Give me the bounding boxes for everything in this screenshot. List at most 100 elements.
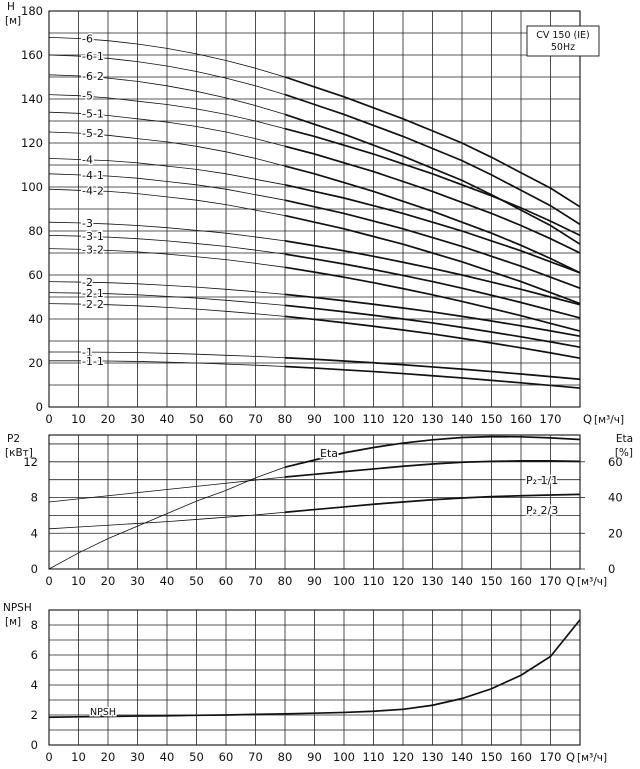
curve-label: -1 — [82, 346, 93, 359]
y-tick-label: 40 — [28, 312, 43, 326]
x-tick-label: 60 — [219, 574, 234, 588]
x-tick-label: 70 — [248, 412, 263, 426]
head-curve-5-2 — [284, 165, 581, 274]
x-tick-label: 170 — [540, 750, 562, 764]
y-right-tick-label: 20 — [608, 526, 623, 540]
x-axis-unit: [м³/ч] — [594, 414, 624, 426]
x-tick-label: 170 — [540, 412, 562, 426]
y-tick-label: 60 — [28, 268, 43, 282]
x-axis-label: Q — [583, 412, 592, 426]
head-curve-5-1 — [284, 145, 581, 254]
x-tick-label: 0 — [45, 412, 52, 426]
y-tick-label: 2 — [31, 708, 38, 722]
y-tick-label: 160 — [21, 48, 43, 62]
y-tick-label: 80 — [28, 224, 43, 238]
x-tick-label: 140 — [451, 412, 473, 426]
head-curve-3-1 — [284, 253, 581, 319]
curve-label: -3-1 — [82, 230, 104, 243]
head-curve-6-1 — [284, 93, 581, 226]
x-tick-label: 50 — [189, 412, 204, 426]
head-panel: CV 150 (IE)50HzH[м]020406080100120140160… — [5, 1, 624, 426]
y-left-axis-label: P2 — [7, 433, 20, 445]
head-curve-5-2-thin — [48, 131, 286, 167]
curve-label: -4-2 — [82, 184, 104, 197]
curve-label: -4-1 — [82, 169, 104, 182]
curve-label: -6-2 — [82, 70, 104, 83]
x-tick-label: 160 — [510, 750, 532, 764]
curve-label: P₂ 1/1 — [526, 474, 558, 487]
x-tick-label: 100 — [333, 750, 355, 764]
x-tick-label: 10 — [71, 574, 86, 588]
y-tick-label: 6 — [31, 648, 38, 662]
x-axis-unit: [м³/ч] — [577, 752, 607, 764]
y-tick-label: 0 — [36, 400, 43, 414]
curve-p2-2-3 — [284, 493, 581, 514]
head-curve-1 — [284, 356, 581, 381]
curve-label: -3-2 — [82, 243, 104, 256]
x-tick-label: 80 — [278, 750, 293, 764]
head-curve-3-2-thin — [48, 248, 286, 268]
head-curve-5 — [284, 127, 581, 237]
head-curve-5-1-thin — [48, 111, 286, 147]
y-left-tick-label: 8 — [31, 491, 38, 505]
curve-label: -6 — [82, 33, 93, 46]
x-tick-label: 80 — [278, 574, 293, 588]
x-tick-label: 90 — [307, 574, 322, 588]
legend-box-line2: 50Hz — [551, 42, 575, 53]
curve-p2-1-1-thin — [48, 476, 286, 503]
x-tick-label: 140 — [451, 574, 473, 588]
y-left-tick-label: 12 — [23, 455, 38, 469]
curve-label: -5-1 — [82, 107, 104, 120]
curve-p2-2-3-thin — [48, 511, 286, 530]
head-curve-3-2 — [284, 266, 581, 332]
x-tick-label: 90 — [307, 412, 322, 426]
y-tick-label: 20 — [28, 356, 43, 370]
x-tick-label: 10 — [71, 750, 86, 764]
x-tick-label: 120 — [392, 750, 414, 764]
y-tick-label: 0 — [31, 738, 38, 752]
curve-label: NPSH — [90, 707, 116, 718]
head-curve-3-1-thin — [48, 235, 286, 255]
curve-label: -2-2 — [82, 298, 104, 311]
head-curve-1-1 — [284, 365, 581, 389]
head-curve-3-thin — [48, 221, 286, 242]
y-right-tick-label: 0 — [608, 562, 615, 576]
head-curve-1-1-thin — [49, 360, 286, 367]
head-curve-4-2 — [284, 214, 581, 305]
y-tick-label: 4 — [31, 678, 38, 692]
curve-label: P₂ 2/3 — [526, 504, 558, 517]
x-tick-label: 120 — [392, 412, 414, 426]
x-tick-label: 30 — [130, 412, 145, 426]
curve-label: -5-2 — [82, 127, 104, 140]
y-axis-unit: [м] — [5, 616, 21, 628]
x-tick-label: 0 — [45, 574, 52, 588]
head-curve-2-2-thin — [48, 303, 286, 317]
head-curve-3 — [284, 240, 581, 306]
head-curve-4-2-thin — [48, 188, 286, 216]
y-right-axis-unit: [%] — [615, 447, 633, 459]
y-left-tick-label: 0 — [31, 562, 38, 576]
x-tick-label: 0 — [45, 750, 52, 764]
head-curve-6-thin — [48, 37, 286, 78]
y-tick-label: 120 — [21, 136, 43, 150]
curve-label: -2 — [82, 276, 93, 289]
head-curve-2-1-thin — [48, 292, 286, 306]
y-tick-label: 100 — [21, 180, 43, 194]
curve-label: -3 — [82, 217, 93, 230]
x-tick-label: 170 — [540, 574, 562, 588]
x-tick-label: 110 — [363, 574, 385, 588]
curve-label: -5 — [82, 90, 93, 103]
x-tick-label: 100 — [333, 412, 355, 426]
x-tick-label: 150 — [481, 574, 503, 588]
x-tick-label: 10 — [71, 412, 86, 426]
npsh-curve-thin — [48, 712, 286, 719]
x-tick-label: 60 — [219, 750, 234, 764]
x-tick-label: 160 — [510, 574, 532, 588]
head-curve-6 — [284, 76, 581, 208]
x-tick-label: 30 — [130, 750, 145, 764]
head-curve-6-2-thin — [48, 74, 286, 115]
curve-eta-thin — [48, 466, 286, 570]
x-tick-label: 50 — [189, 750, 204, 764]
y-right-tick-label: 40 — [608, 491, 623, 505]
